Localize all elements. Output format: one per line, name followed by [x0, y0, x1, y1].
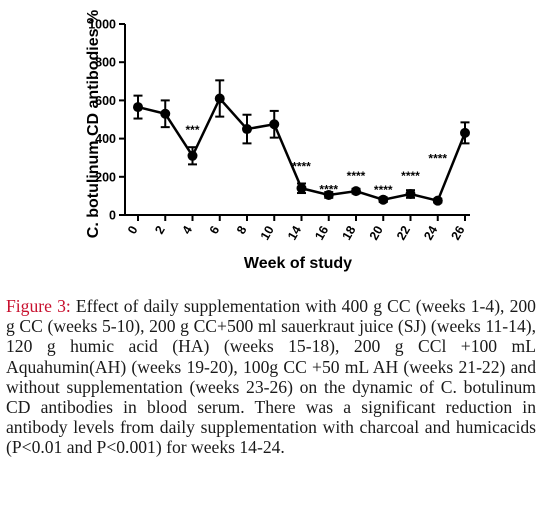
y-tick-label: 400: [95, 132, 116, 146]
data-point: [323, 189, 334, 200]
significance-label: ****: [319, 182, 338, 196]
data-point: [187, 150, 198, 161]
y-tick-label: 200: [95, 170, 116, 184]
x-tick-label: 26: [449, 223, 468, 242]
x-axis-label: Week of study: [244, 255, 352, 272]
y-axis: 0 200 400 600 800 1000: [88, 18, 126, 223]
data-point: [296, 183, 307, 194]
data-point: [432, 195, 443, 206]
y-tick-label: 800: [95, 56, 116, 70]
data-point: [378, 194, 389, 205]
x-tick-label: 2: [152, 223, 168, 236]
caption-label: Figure 3:: [6, 296, 71, 316]
x-tick-label: 6: [207, 223, 223, 236]
x-tick-label: 0: [125, 223, 141, 236]
figure-caption: Figure 3: Effect of daily supplementatio…: [6, 296, 536, 458]
x-tick-label: 8: [234, 223, 250, 236]
data-point: [269, 119, 280, 130]
significance-annotations: ***************************: [185, 123, 447, 197]
data-point: [351, 186, 361, 197]
data-point: [133, 102, 143, 113]
significance-label: ****: [374, 183, 393, 197]
x-tick-label: 24: [421, 223, 440, 242]
x-tick-label: 10: [258, 223, 277, 242]
data-point: [405, 188, 416, 199]
caption-text: Effect of daily supplementation with 400…: [6, 296, 536, 458]
data-points: [133, 93, 470, 206]
x-tick-label: 16: [312, 223, 331, 242]
x-tick-label: 22: [394, 223, 413, 242]
significance-label: ****: [428, 152, 447, 166]
data-point: [460, 127, 470, 138]
data-point: [160, 108, 171, 119]
x-tick-label: 18: [340, 223, 359, 242]
x-tick-label: 20: [367, 223, 386, 242]
data-point: [242, 124, 252, 135]
significance-label: ****: [347, 169, 366, 183]
significance-label: ***: [185, 123, 199, 137]
y-tick-label: 0: [109, 209, 116, 223]
data-point: [214, 93, 225, 104]
significance-label: ****: [401, 169, 420, 183]
x-tick-label: 14: [285, 223, 304, 242]
x-tick-label: 4: [179, 223, 195, 236]
y-axis-label: C. botulinum CD antibodies %: [85, 10, 102, 238]
y-tick-label: 600: [95, 94, 116, 108]
x-axis: 0 2 4 6 8 10 14 16 18 20 22 24 26: [125, 214, 470, 243]
significance-label: ****: [292, 159, 311, 173]
y-tick-label: 1000: [88, 18, 116, 32]
